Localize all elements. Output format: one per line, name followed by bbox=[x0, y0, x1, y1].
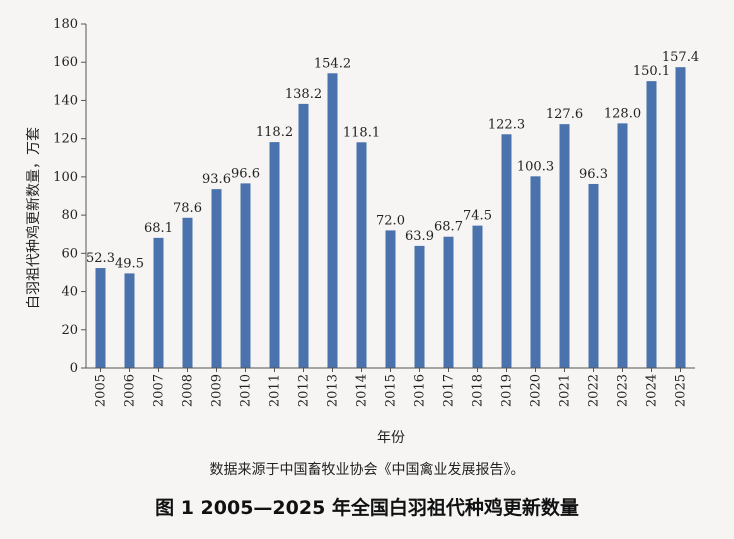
value-label-2015: 72.0 bbox=[376, 213, 405, 228]
x-tick-label-2006: 2006 bbox=[123, 374, 138, 407]
x-tick-label-2015: 2015 bbox=[384, 374, 399, 407]
value-label-2011: 118.2 bbox=[256, 125, 293, 140]
x-tick-label-2011: 2011 bbox=[268, 374, 283, 407]
x-axis-title: 年份 bbox=[377, 430, 405, 446]
y-tick-label: 80 bbox=[61, 208, 78, 223]
value-label-2020: 100.3 bbox=[517, 159, 554, 174]
bar-2023 bbox=[617, 123, 628, 368]
value-label-2006: 49.5 bbox=[115, 256, 144, 271]
value-label-2024: 150.1 bbox=[633, 64, 670, 79]
value-label-2010: 96.6 bbox=[231, 166, 260, 181]
x-tick-label-2025: 2025 bbox=[674, 374, 689, 407]
y-tick-label: 120 bbox=[53, 132, 78, 147]
bar-2005 bbox=[95, 268, 106, 368]
x-axis-ticks: 2005 2006 2007 2008 2009 2010 2011 2012 2013 2014… bbox=[94, 368, 689, 407]
value-label-2007: 68.1 bbox=[144, 221, 173, 236]
x-tick-label-2019: 2019 bbox=[500, 374, 515, 407]
x-tick-label-2008: 2008 bbox=[181, 374, 196, 407]
bar-2008 bbox=[182, 217, 193, 368]
bar-2009 bbox=[211, 189, 222, 368]
value-label-2014: 118.1 bbox=[343, 125, 380, 140]
x-tick-label-2021: 2021 bbox=[558, 374, 573, 407]
x-tick-label-2014: 2014 bbox=[355, 374, 370, 407]
value-label-2025: 157.4 bbox=[662, 50, 699, 65]
x-tick-label-2005: 2005 bbox=[94, 374, 109, 407]
value-label-2009: 93.6 bbox=[202, 172, 231, 187]
value-label-2017: 68.7 bbox=[434, 220, 463, 235]
value-label-2022: 96.3 bbox=[579, 167, 608, 182]
figure-caption: 图 1 2005—2025 年全国白羽祖代种鸡更新数量 bbox=[155, 496, 579, 519]
bar-2014 bbox=[356, 142, 367, 368]
bar-2013 bbox=[327, 73, 338, 368]
y-tick-label: 100 bbox=[53, 170, 78, 185]
bar-2016 bbox=[414, 245, 425, 368]
y-tick-label: 0 bbox=[70, 361, 78, 376]
value-label-2016: 63.9 bbox=[405, 229, 434, 244]
bar-2020 bbox=[530, 176, 541, 368]
y-tick-label: 20 bbox=[61, 323, 78, 338]
x-tick-label-2012: 2012 bbox=[297, 374, 312, 407]
x-tick-label-2007: 2007 bbox=[152, 374, 167, 407]
value-label-2019: 122.3 bbox=[488, 117, 525, 132]
x-tick-label-2013: 2013 bbox=[326, 374, 341, 407]
bar-2018 bbox=[472, 225, 483, 368]
bar-2011 bbox=[269, 142, 280, 368]
value-label-2013: 154.2 bbox=[314, 56, 351, 71]
bar-2015 bbox=[385, 230, 396, 368]
y-tick-label: 180 bbox=[53, 17, 78, 32]
y-tick-label: 60 bbox=[61, 246, 78, 261]
y-tick-label: 160 bbox=[53, 55, 78, 70]
bar-2019 bbox=[501, 134, 512, 368]
value-label-2021: 127.6 bbox=[546, 107, 583, 122]
value-label-2012: 138.2 bbox=[285, 87, 322, 102]
bar-2024 bbox=[646, 81, 657, 369]
x-tick-label-2018: 2018 bbox=[471, 374, 486, 407]
x-tick-label-2024: 2024 bbox=[645, 374, 660, 407]
y-axis-title: 白羽祖代种鸡更新数量，万套 bbox=[25, 127, 42, 309]
x-tick-label-2009: 2009 bbox=[210, 374, 225, 407]
bar-2007 bbox=[153, 237, 164, 368]
data-source-note: 数据来源于中国畜牧业协会《中国禽业发展报告》。 bbox=[210, 461, 525, 478]
bar-2010 bbox=[240, 183, 251, 368]
y-axis-ticks: 0 20 40 60 80 100 120 140 160 180 bbox=[53, 17, 86, 376]
bar-2021 bbox=[559, 124, 570, 369]
bar-2006 bbox=[124, 273, 135, 368]
y-tick-label: 140 bbox=[53, 93, 78, 108]
value-label-2018: 74.5 bbox=[463, 209, 492, 224]
value-label-2023: 128.0 bbox=[604, 106, 641, 121]
x-tick-label-2022: 2022 bbox=[587, 374, 602, 407]
x-tick-label-2023: 2023 bbox=[616, 374, 631, 407]
bar-2022 bbox=[588, 183, 599, 368]
y-tick-label: 40 bbox=[61, 285, 78, 300]
x-tick-label-2020: 2020 bbox=[529, 374, 544, 407]
bar-2025 bbox=[675, 67, 686, 369]
x-tick-label-2017: 2017 bbox=[442, 374, 457, 407]
value-label-2008: 78.6 bbox=[173, 201, 202, 216]
bar-2017 bbox=[443, 236, 454, 368]
bar-2012 bbox=[298, 103, 309, 368]
value-labels: 52.3 49.5 68.178.693.6 96.6 118.2 138.2 154.2 1… bbox=[86, 50, 699, 271]
x-tick-label-2010: 2010 bbox=[239, 374, 254, 407]
x-tick-label-2016: 2016 bbox=[413, 374, 428, 407]
bars bbox=[95, 67, 686, 369]
value-label-2005: 52.3 bbox=[86, 251, 115, 266]
